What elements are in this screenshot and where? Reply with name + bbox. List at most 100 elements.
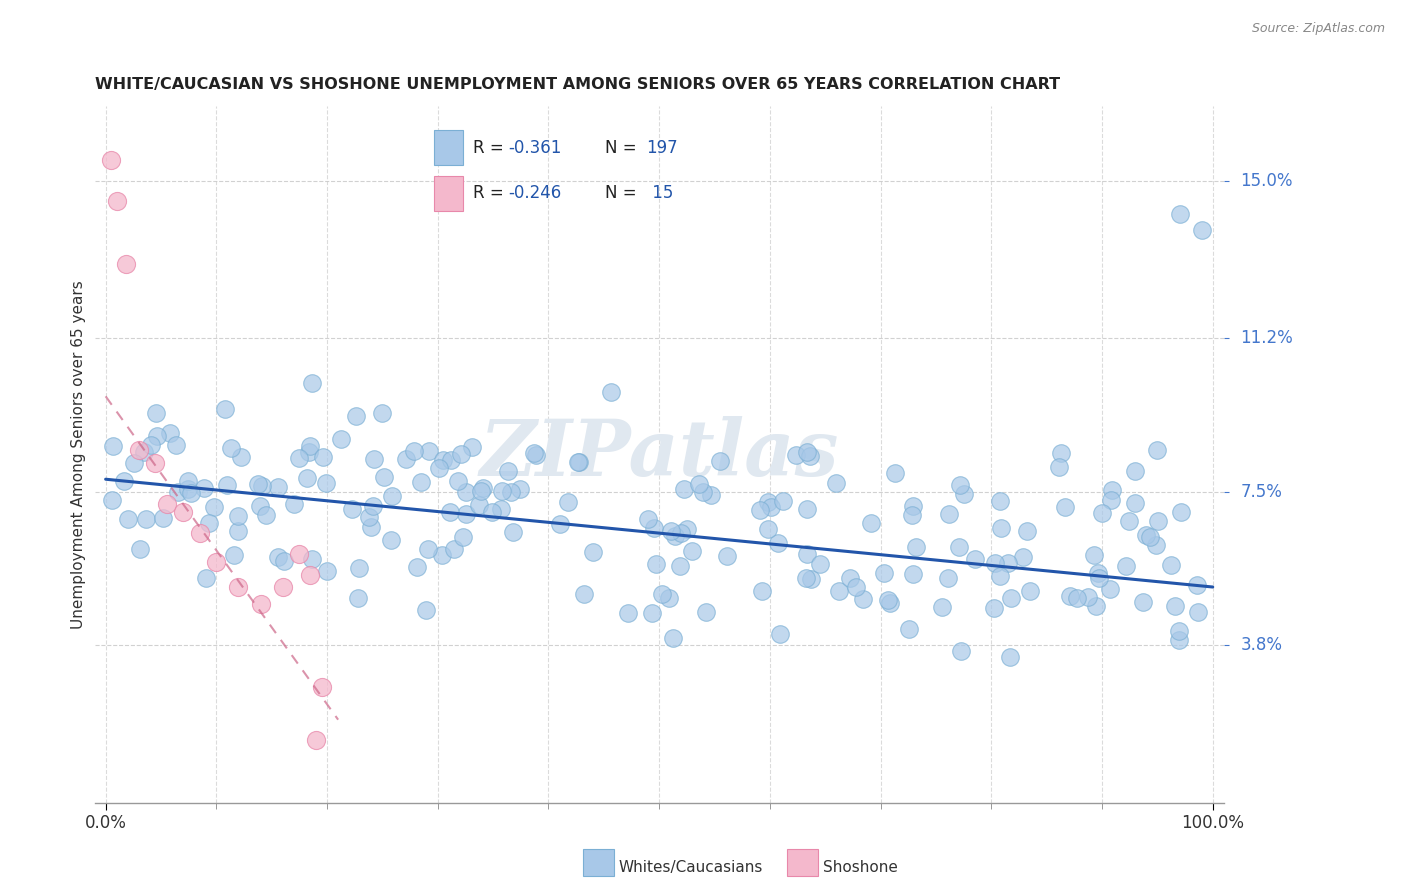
Point	[440, 453, 463, 467]
Point	[250, 479, 273, 493]
Point	[347, 561, 370, 575]
Point	[329, 432, 352, 446]
Point	[363, 499, 385, 513]
Point	[472, 481, 495, 495]
Point	[145, 456, 167, 470]
Point	[645, 557, 668, 571]
Point	[447, 475, 470, 489]
Point	[299, 567, 322, 582]
Point	[901, 567, 924, 582]
Point	[491, 483, 513, 498]
Point	[1191, 223, 1213, 237]
Point	[470, 484, 492, 499]
Point	[315, 564, 337, 578]
Point	[217, 478, 239, 492]
Point	[1147, 514, 1170, 528]
Point	[825, 475, 848, 490]
Point	[1085, 599, 1108, 613]
Point	[879, 596, 901, 610]
Point	[145, 406, 167, 420]
Point	[1091, 506, 1114, 520]
Text: 11.2%: 11.2%	[1240, 329, 1294, 347]
Point	[380, 533, 402, 547]
Point	[1088, 571, 1111, 585]
Point	[114, 257, 136, 271]
Point	[1185, 578, 1208, 592]
Point	[1132, 595, 1154, 609]
Point	[1087, 566, 1109, 580]
Point	[617, 606, 640, 620]
Text: 7.5%: 7.5%	[1240, 483, 1282, 500]
Point	[509, 482, 531, 496]
Point	[246, 476, 269, 491]
Point	[524, 448, 547, 462]
Text: 3.8%: 3.8%	[1240, 636, 1282, 654]
Point	[845, 580, 868, 594]
Point	[582, 545, 605, 559]
Point	[768, 535, 790, 549]
Point	[222, 548, 245, 562]
Point	[751, 584, 773, 599]
Point	[1139, 530, 1161, 544]
Point	[785, 448, 807, 462]
Point	[1135, 528, 1157, 542]
Point	[800, 572, 823, 586]
Point	[226, 524, 249, 538]
Point	[1168, 632, 1191, 647]
Point	[347, 591, 370, 606]
Point	[796, 445, 818, 459]
Point	[152, 511, 174, 525]
Point	[988, 569, 1011, 583]
Point	[664, 529, 686, 543]
Point	[1050, 446, 1073, 460]
Point	[938, 507, 960, 521]
Point	[122, 456, 145, 470]
Point	[1077, 590, 1099, 604]
Point	[852, 592, 875, 607]
Point	[901, 508, 924, 523]
Point	[669, 559, 692, 574]
Point	[405, 559, 427, 574]
Point	[176, 474, 198, 488]
Point	[180, 485, 202, 500]
Point	[568, 455, 591, 469]
Point	[716, 549, 738, 563]
Point	[523, 446, 546, 460]
Point	[756, 522, 779, 536]
Point	[828, 583, 851, 598]
Point	[1146, 443, 1168, 458]
Point	[1012, 549, 1035, 564]
Point	[311, 450, 333, 464]
Point	[1168, 207, 1191, 221]
Point	[903, 499, 925, 513]
Point	[1160, 558, 1182, 572]
Y-axis label: Unemployment Among Seniors over 65 years: Unemployment Among Seniors over 65 years	[72, 280, 86, 629]
Point	[692, 485, 714, 500]
Point	[557, 495, 579, 509]
Point	[838, 571, 860, 585]
Point	[984, 556, 1007, 570]
Point	[859, 516, 882, 531]
Point	[637, 512, 659, 526]
Point	[489, 502, 512, 516]
Point	[1115, 558, 1137, 573]
Point	[340, 501, 363, 516]
Point	[772, 494, 794, 508]
Point	[415, 603, 437, 617]
Point	[548, 517, 571, 532]
Point	[599, 385, 621, 400]
Point	[1168, 624, 1191, 639]
Point	[877, 592, 900, 607]
Point	[748, 502, 770, 516]
Point	[432, 548, 454, 562]
Point	[155, 497, 177, 511]
Point	[267, 480, 290, 494]
Point	[1170, 505, 1192, 519]
Point	[193, 481, 215, 495]
Point	[643, 521, 665, 535]
Point	[759, 500, 782, 515]
Point	[395, 452, 418, 467]
Point	[758, 494, 780, 508]
Point	[931, 600, 953, 615]
Point	[117, 512, 139, 526]
